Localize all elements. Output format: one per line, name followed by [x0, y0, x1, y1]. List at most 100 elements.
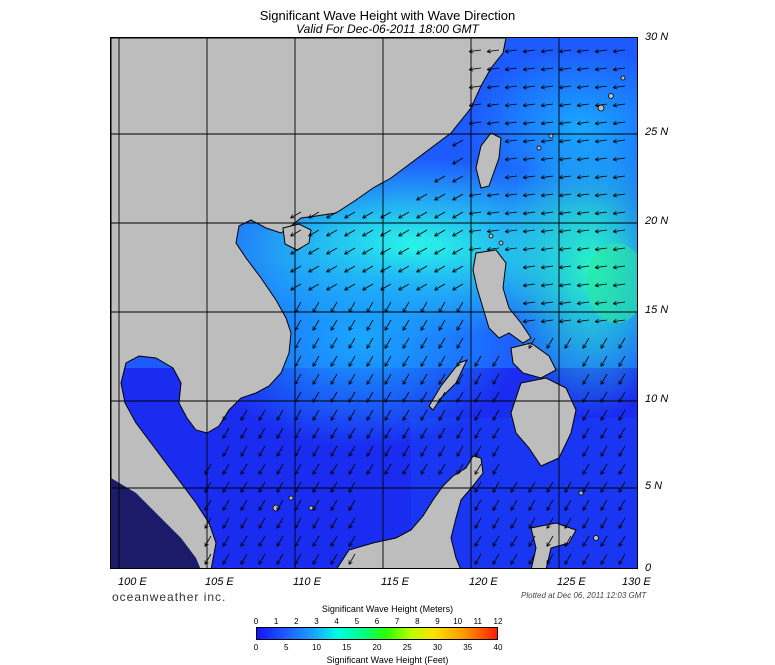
wave-arrow-head — [420, 399, 425, 403]
wave-arrow-head — [522, 156, 527, 160]
wave-arrow-head — [468, 120, 473, 124]
wave-arrow — [523, 157, 536, 161]
wave-arrow-head — [348, 561, 353, 565]
wave-arrow-head — [492, 525, 497, 529]
wave-arrow — [505, 211, 518, 215]
wave-arrow — [595, 301, 608, 305]
wave-arrow-head — [366, 309, 371, 313]
wave-arrow-head — [600, 381, 605, 385]
wave-arrow — [348, 481, 356, 493]
wave-arrow — [420, 319, 428, 331]
wave-arrow — [505, 193, 518, 197]
wave-arrow — [582, 517, 590, 529]
wave-arrow — [222, 535, 230, 547]
wave-arrow — [290, 211, 302, 219]
wave-arrow-head — [564, 507, 569, 511]
wave-arrow-head — [594, 318, 599, 322]
wave-arrow-head — [600, 453, 605, 457]
wave-arrow — [452, 283, 464, 291]
wave-arrow-head — [456, 435, 461, 439]
wave-arrow-head — [504, 51, 510, 54]
wave-arrow — [434, 211, 446, 219]
wave-arrow-head — [420, 435, 425, 439]
wave-arrow — [559, 229, 572, 233]
wave-arrow-head — [308, 268, 312, 273]
wave-arrow-head — [612, 246, 617, 250]
wave-arrow-head — [618, 435, 623, 439]
wave-arrow-head — [486, 87, 492, 90]
wave-arrow — [330, 373, 338, 385]
wave-arrow — [559, 319, 572, 323]
wave-arrow-head — [594, 159, 600, 162]
wave-arrow-head — [594, 210, 599, 214]
wave-arrow-head — [434, 232, 438, 237]
wave-arrow-head — [558, 213, 564, 216]
wave-arrow-head — [522, 66, 527, 70]
wave-arrow-head — [468, 192, 473, 196]
wave-arrow-head — [522, 105, 528, 108]
wave-arrow-head — [456, 381, 461, 385]
wave-arrow-head — [594, 228, 599, 232]
wave-arrow — [474, 355, 482, 367]
wave-arrow — [523, 103, 536, 107]
wave-arrow — [294, 409, 302, 421]
wave-arrow-head — [258, 525, 263, 529]
wave-arrow — [577, 85, 590, 89]
land-luzon — [472, 249, 532, 344]
wave-arrow-head — [452, 286, 456, 291]
wave-arrow-head — [540, 321, 546, 324]
wave-arrow — [600, 535, 608, 547]
valid-time-subtitle: Valid For Dec-06-2011 18:00 GMT — [296, 22, 479, 36]
wave-arrow-head — [384, 327, 389, 331]
wave-arrow-head — [576, 231, 582, 234]
wave-arrow — [204, 481, 212, 493]
wave-arrow-head — [468, 48, 473, 52]
wave-arrow-head — [204, 525, 209, 529]
wave-arrow — [559, 193, 572, 197]
wave-arrow — [398, 265, 410, 273]
wave-arrow — [595, 103, 608, 107]
wave-arrow-head — [420, 417, 425, 421]
wave-arrow-head — [348, 525, 353, 529]
wave-arrow — [564, 517, 572, 529]
wave-arrow — [541, 229, 554, 233]
wave-arrow-head — [276, 543, 281, 547]
wave-arrow — [276, 445, 284, 457]
wave-arrow-head — [576, 174, 581, 178]
wave-arrow-head — [474, 471, 479, 475]
wave-arrow — [348, 499, 356, 511]
wave-arrow-head — [312, 435, 317, 439]
wave-arrow-head — [312, 417, 317, 421]
wave-arrow-head — [612, 300, 617, 304]
wave-arrow-head — [594, 102, 599, 106]
wave-arrow-head — [522, 102, 527, 106]
wave-arrow-head — [522, 264, 527, 268]
wave-arrow-head — [222, 489, 227, 493]
wave-arrow-head — [240, 507, 245, 511]
wave-arrow — [312, 409, 320, 421]
wave-arrow-head — [576, 123, 582, 126]
wave-arrow-head — [452, 250, 456, 255]
wave-arrow — [204, 463, 212, 475]
wave-arrow — [541, 85, 554, 89]
wave-arrow — [528, 553, 536, 565]
wave-arrow-head — [468, 228, 473, 232]
wave-arrow-head — [492, 363, 497, 367]
wave-arrow — [276, 535, 284, 547]
wave-arrow-head — [348, 507, 353, 511]
wave-arrow-head — [594, 48, 599, 52]
wave-arrow-head — [540, 105, 546, 108]
wave-arrow-head — [312, 345, 317, 349]
wave-arrow-head — [558, 195, 564, 198]
wave-arrow — [600, 355, 608, 367]
wave-arrow-head — [492, 507, 497, 511]
wave-arrow — [600, 427, 608, 439]
wave-arrow — [330, 535, 338, 547]
wave-arrow — [492, 499, 500, 511]
wave-arrow — [294, 553, 302, 565]
wave-arrow-head — [486, 210, 491, 214]
lat-label-15n: 15 N — [645, 304, 669, 316]
wave-arrow-head — [384, 381, 389, 385]
wave-arrow-head — [492, 381, 497, 385]
lon-label-115e: 115 E — [381, 576, 409, 588]
